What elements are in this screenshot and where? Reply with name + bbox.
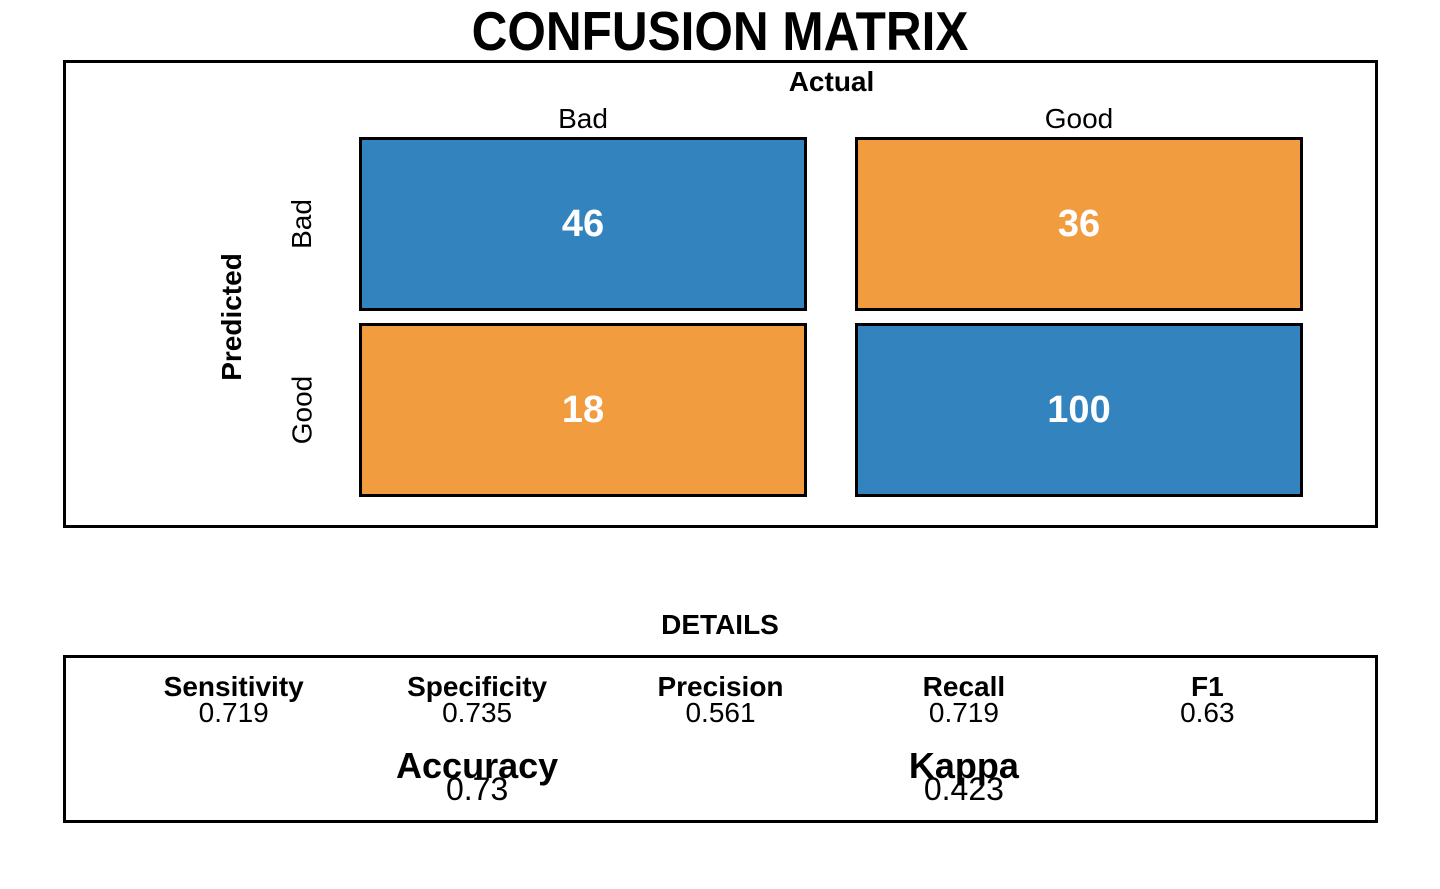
page-title: CONFUSION MATRIX <box>471 0 969 62</box>
details-panel: Sensitivity 0.719 Specificity 0.735 Prec… <box>63 655 1378 823</box>
metric-value: 0.423 <box>923 771 1004 807</box>
metric-sensitivity: Sensitivity 0.719 <box>112 672 355 728</box>
column-label-good: Good <box>1044 103 1114 134</box>
row-label-bad-text: Bad <box>286 199 318 249</box>
matrix-cell-pred-good-actual-good: 100 <box>855 323 1303 497</box>
metric-f1: F1 0.63 <box>1086 672 1329 728</box>
matrix-cell-pred-bad-actual-good: 36 <box>855 137 1303 311</box>
metric-label: Specificity <box>407 671 548 702</box>
column-label-bad: Bad <box>558 103 608 134</box>
metric-value: 0.719 <box>928 697 999 728</box>
metrics-row: Sensitivity 0.719 Specificity 0.735 Prec… <box>66 658 1375 728</box>
metric-value: 0.63 <box>1180 697 1235 728</box>
metric-label: Recall <box>922 671 1006 702</box>
y-axis-title: Predicted <box>212 137 252 497</box>
row-label-good: Good <box>282 323 322 497</box>
metric-value: 0.719 <box>198 697 269 728</box>
x-axis-title: Actual <box>788 66 875 97</box>
details-title: DETAILS <box>661 609 779 640</box>
metric-label: Accuracy <box>396 745 559 786</box>
row-label-good-text: Good <box>286 375 317 445</box>
metric-recall: Recall 0.719 <box>842 672 1085 728</box>
metric-label: Precision <box>657 671 784 702</box>
metric-value: 0.73 <box>445 771 509 807</box>
metric-label: Kappa <box>908 745 1019 786</box>
metric-precision: Precision 0.561 <box>599 672 842 728</box>
matrix-cell-pred-good-actual-bad: 18 <box>359 323 807 497</box>
row-label-bad: Bad <box>282 137 322 311</box>
summary-row: Accuracy 0.73 Kappa 0.423 <box>66 745 1375 807</box>
y-axis-title-text: Predicted <box>216 253 248 381</box>
metric-label: F1 <box>1190 671 1224 702</box>
metric-specificity: Specificity 0.735 <box>355 672 598 728</box>
metric-value: 0.735 <box>442 697 513 728</box>
matrix-cell-pred-bad-actual-bad: 46 <box>359 137 807 311</box>
metric-label: Sensitivity <box>163 671 304 702</box>
metric-accuracy: Accuracy 0.73 <box>355 745 598 807</box>
metric-value: 0.561 <box>685 697 756 728</box>
confusion-matrix-panel: Actual Bad Good Predicted Bad Good 46 36… <box>63 60 1378 528</box>
metric-kappa: Kappa 0.423 <box>842 745 1085 807</box>
